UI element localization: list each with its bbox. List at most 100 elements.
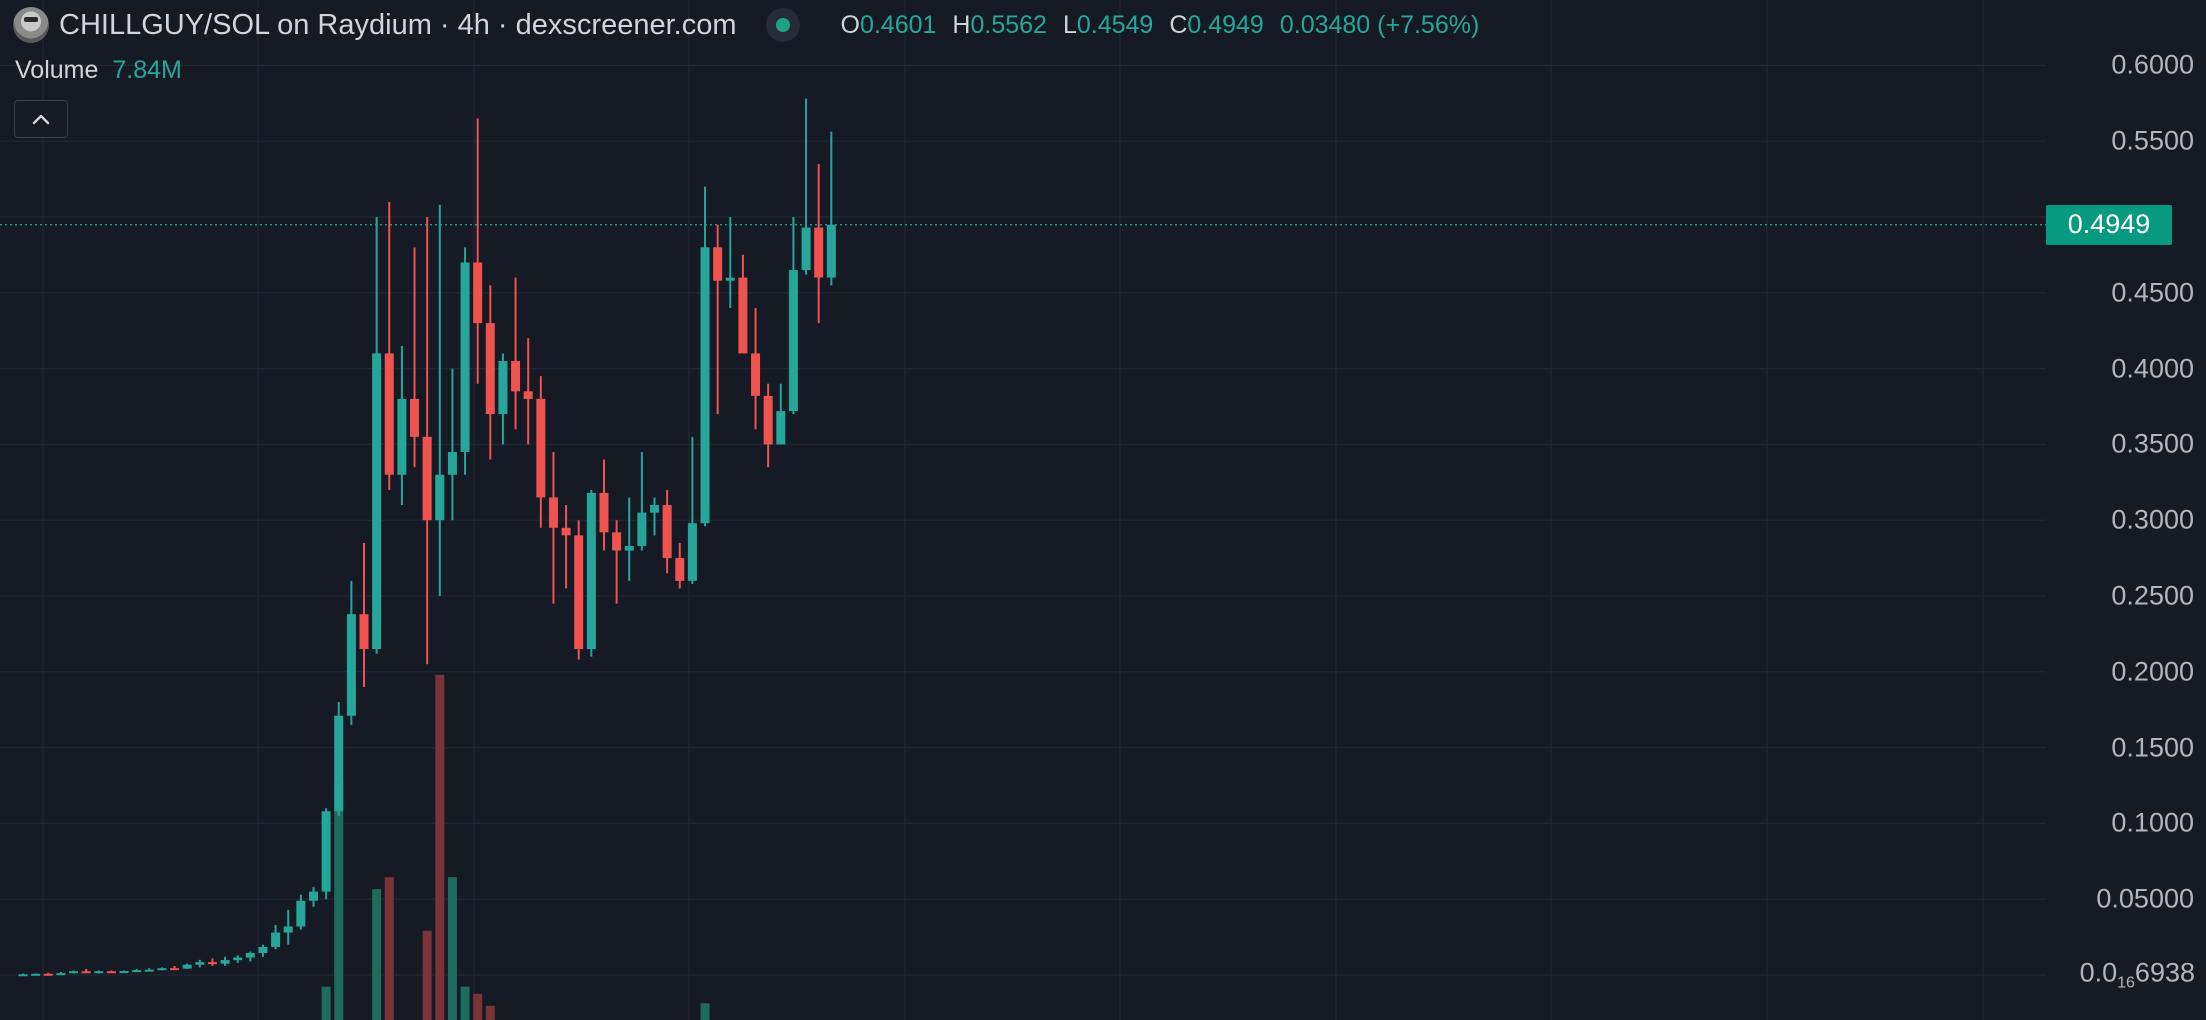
candle-body: [498, 361, 508, 415]
candle[interactable]: [637, 451, 647, 551]
open-value: 0.4601: [859, 10, 937, 39]
candle[interactable]: [410, 247, 420, 468]
candle[interactable]: [18, 973, 28, 977]
candle[interactable]: [763, 383, 773, 468]
candle[interactable]: [801, 98, 811, 275]
chart-header: CHILLGUY/SOL on Raydium · 4h · dexscreen…: [0, 0, 2040, 50]
candle[interactable]: [422, 217, 432, 665]
candle[interactable]: [586, 489, 596, 657]
candle[interactable]: [346, 580, 356, 725]
candle[interactable]: [713, 224, 723, 415]
candle[interactable]: [687, 436, 697, 584]
candle[interactable]: [144, 968, 154, 972]
candle[interactable]: [56, 971, 66, 976]
candle[interactable]: [485, 285, 495, 460]
candle[interactable]: [725, 217, 735, 308]
candle[interactable]: [308, 887, 318, 907]
candle-body: [346, 614, 356, 716]
candle[interactable]: [751, 307, 761, 430]
candle-body: [233, 957, 243, 961]
live-status-dot-icon: [766, 8, 801, 42]
candle[interactable]: [523, 338, 533, 445]
candle[interactable]: [700, 186, 710, 527]
candle[interactable]: [233, 955, 243, 963]
ohlc-readout: O 0.4601 H 0.5562 L 0.4549 C 0.4949 0.03…: [840, 11, 1479, 40]
candle-body: [195, 962, 205, 965]
candle[interactable]: [460, 247, 470, 475]
candle[interactable]: [397, 345, 407, 506]
candle[interactable]: [31, 973, 41, 976]
candle[interactable]: [662, 489, 672, 574]
candle-body: [460, 262, 470, 452]
candle[interactable]: [132, 968, 142, 973]
candle-body: [675, 558, 685, 581]
candle[interactable]: [182, 963, 192, 969]
candle-body: [687, 523, 697, 581]
candle[interactable]: [384, 201, 394, 490]
candle[interactable]: [473, 118, 483, 384]
candle[interactable]: [207, 958, 217, 966]
candle-body: [511, 361, 521, 392]
candle[interactable]: [536, 376, 546, 528]
candle-body: [207, 962, 217, 965]
candle[interactable]: [106, 970, 116, 974]
candle[interactable]: [321, 808, 331, 900]
candle-body: [637, 512, 647, 546]
candle[interactable]: [561, 505, 571, 589]
candle[interactable]: [574, 520, 584, 660]
candle[interactable]: [258, 944, 268, 957]
candle[interactable]: [612, 520, 622, 604]
collapse-legend-button[interactable]: [14, 100, 68, 138]
price-axis-tick: 0.05000: [2096, 883, 2194, 914]
candle[interactable]: [359, 542, 369, 687]
candle[interactable]: [195, 959, 205, 968]
candle[interactable]: [788, 217, 798, 415]
volume-bar: [321, 986, 331, 1020]
candle[interactable]: [220, 956, 230, 966]
candle-body: [220, 960, 230, 964]
candle[interactable]: [334, 702, 344, 816]
candle[interactable]: [283, 909, 293, 945]
candle[interactable]: [447, 368, 457, 521]
candle-body: [435, 474, 445, 521]
volume-legend: Volume 7.84M: [15, 56, 182, 85]
chevron-up-icon: [32, 114, 50, 125]
candle[interactable]: [245, 951, 255, 962]
candle[interactable]: [435, 204, 445, 596]
candle[interactable]: [814, 163, 824, 324]
price-axis-tick: 0.1500: [2111, 732, 2194, 763]
candle-body: [31, 973, 41, 976]
candle[interactable]: [81, 968, 91, 974]
candle-body: [384, 353, 394, 475]
candle[interactable]: [157, 967, 167, 971]
candle[interactable]: [511, 277, 521, 430]
candle-body: [157, 968, 167, 971]
candle[interactable]: [548, 451, 558, 604]
last-price-tag: 0.4949: [2046, 204, 2172, 245]
candle[interactable]: [738, 254, 748, 354]
high-value: 0.5562: [970, 10, 1047, 39]
price-axis-tick: 0.2500: [2111, 580, 2194, 611]
candle[interactable]: [94, 970, 104, 974]
candle[interactable]: [170, 965, 180, 971]
candle[interactable]: [498, 353, 508, 445]
candle[interactable]: [599, 459, 609, 551]
candle[interactable]: [271, 924, 281, 950]
candle[interactable]: [296, 894, 306, 930]
candle[interactable]: [624, 497, 634, 581]
candle-body: [144, 969, 154, 972]
candle[interactable]: [119, 970, 129, 974]
candle-body: [624, 545, 634, 551]
candle-body: [612, 532, 622, 551]
candle[interactable]: [69, 970, 79, 974]
candle[interactable]: [372, 217, 382, 654]
candle-body: [397, 398, 407, 475]
candle[interactable]: [43, 972, 53, 976]
candle[interactable]: [675, 542, 685, 589]
candle-body: [410, 398, 420, 437]
candle[interactable]: [826, 131, 836, 286]
candle[interactable]: [650, 497, 659, 536]
candle[interactable]: [776, 383, 786, 445]
